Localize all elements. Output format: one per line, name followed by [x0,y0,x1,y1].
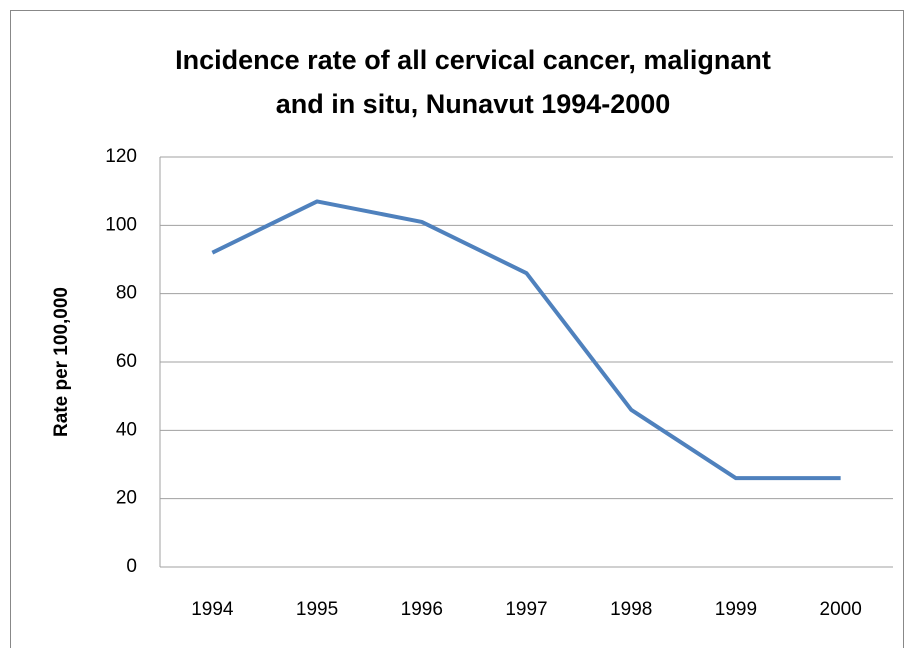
y-tick-label: 0 [126,556,137,577]
y-tick-label: 40 [116,419,137,440]
x-tick-label: 1997 [505,599,547,620]
y-tick-label: 60 [116,351,137,372]
y-tick-label: 80 [116,283,137,304]
x-tick-label: 2000 [820,599,862,620]
data-line [211,199,841,481]
y-tick-label: 100 [105,214,137,235]
x-tick-label: 1999 [715,599,757,620]
chart-frame [10,10,904,648]
x-tick-label: 1995 [296,599,338,620]
y-axis-label: Rate per 100,000 [51,287,72,437]
y-tick-label: 120 [105,146,137,167]
chart-title: Incidence rate of all cervical cancer, m… [175,45,771,119]
x-tick-label: 1998 [610,599,652,620]
x-tick-label: 1996 [401,599,443,620]
x-tick-label: 1994 [191,599,234,620]
y-tick-label: 20 [116,488,137,509]
